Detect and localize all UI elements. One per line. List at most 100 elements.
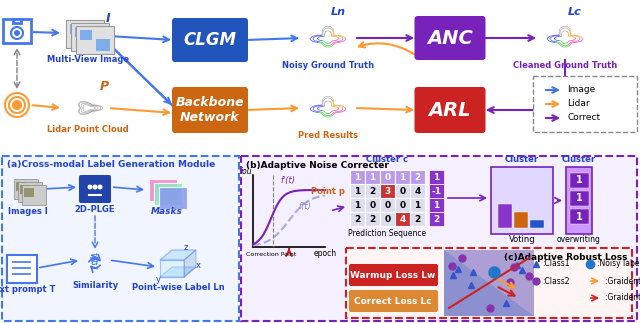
Circle shape	[13, 101, 21, 109]
Text: iou: iou	[241, 168, 253, 176]
Text: ANC: ANC	[427, 28, 473, 47]
FancyBboxPatch shape	[172, 87, 248, 133]
Text: Voting: Voting	[509, 235, 535, 245]
FancyBboxPatch shape	[13, 19, 21, 23]
Text: 1: 1	[355, 201, 360, 210]
Circle shape	[88, 184, 93, 190]
Text: Correct Loss Lc: Correct Loss Lc	[354, 297, 432, 306]
Text: 2: 2	[369, 214, 376, 224]
FancyBboxPatch shape	[349, 264, 438, 286]
FancyBboxPatch shape	[75, 27, 87, 37]
Text: 1: 1	[575, 212, 582, 222]
Circle shape	[93, 184, 97, 190]
Text: f'(t): f'(t)	[280, 176, 296, 185]
Text: Masks: Masks	[151, 206, 183, 215]
Text: P: P	[99, 79, 109, 92]
Polygon shape	[160, 250, 196, 260]
Text: Point-wise Label Ln: Point-wise Label Ln	[132, 284, 224, 293]
FancyBboxPatch shape	[395, 212, 410, 226]
Text: 2: 2	[433, 214, 440, 224]
Circle shape	[14, 30, 20, 36]
Text: :Class1: :Class1	[542, 259, 570, 268]
Text: (b)Adaptive Noise Correcter: (b)Adaptive Noise Correcter	[246, 161, 389, 170]
FancyBboxPatch shape	[570, 172, 589, 187]
Text: Lidar Point Cloud: Lidar Point Cloud	[47, 126, 129, 134]
FancyBboxPatch shape	[514, 212, 528, 228]
Text: Image: Image	[567, 86, 595, 95]
Text: 4: 4	[414, 186, 420, 195]
Text: 1: 1	[355, 186, 360, 195]
Text: I: I	[106, 12, 110, 25]
Text: $\vec{a}$: $\vec{a}$	[90, 253, 100, 269]
Text: 2D-PLGE: 2D-PLGE	[75, 204, 115, 214]
FancyBboxPatch shape	[365, 170, 380, 184]
FancyBboxPatch shape	[350, 212, 365, 226]
FancyBboxPatch shape	[380, 170, 395, 184]
Text: 1: 1	[433, 201, 440, 210]
Text: 0: 0	[385, 172, 390, 182]
FancyBboxPatch shape	[79, 175, 111, 203]
Text: 2: 2	[414, 214, 420, 224]
Text: Images I: Images I	[8, 206, 48, 215]
FancyBboxPatch shape	[395, 184, 410, 198]
Circle shape	[97, 184, 102, 190]
FancyBboxPatch shape	[22, 185, 46, 205]
FancyBboxPatch shape	[80, 30, 92, 40]
Text: 1: 1	[575, 175, 582, 185]
FancyBboxPatch shape	[346, 248, 632, 318]
FancyBboxPatch shape	[149, 179, 177, 201]
Text: Lidar: Lidar	[567, 99, 589, 109]
Text: Text prompt T: Text prompt T	[0, 285, 55, 294]
FancyBboxPatch shape	[350, 170, 365, 184]
FancyBboxPatch shape	[429, 212, 444, 226]
Text: Cluster c: Cluster c	[367, 154, 408, 163]
Text: Correct: Correct	[567, 113, 600, 122]
Text: y: y	[156, 276, 161, 285]
FancyBboxPatch shape	[76, 26, 114, 54]
FancyBboxPatch shape	[380, 184, 395, 198]
FancyBboxPatch shape	[159, 187, 187, 209]
Text: Cleaned Ground Truth: Cleaned Ground Truth	[513, 60, 617, 69]
Text: 1: 1	[355, 172, 360, 182]
FancyBboxPatch shape	[350, 198, 365, 212]
Text: Ln: Ln	[330, 7, 346, 17]
Text: 2: 2	[414, 172, 420, 182]
FancyBboxPatch shape	[410, 198, 425, 212]
Text: :Graident Lw: :Graident Lw	[605, 294, 640, 303]
FancyBboxPatch shape	[498, 204, 512, 228]
Text: 1: 1	[575, 193, 582, 203]
Circle shape	[11, 27, 23, 39]
Polygon shape	[444, 250, 534, 316]
FancyBboxPatch shape	[70, 24, 82, 34]
Text: 2: 2	[355, 214, 360, 224]
FancyBboxPatch shape	[380, 198, 395, 212]
Text: (c)Adaptive Robust Loss: (c)Adaptive Robust Loss	[504, 253, 628, 262]
Text: x: x	[195, 262, 200, 270]
FancyBboxPatch shape	[2, 156, 239, 321]
FancyBboxPatch shape	[14, 179, 38, 199]
FancyBboxPatch shape	[429, 184, 444, 198]
FancyBboxPatch shape	[429, 198, 444, 212]
Text: 1: 1	[414, 201, 420, 210]
Text: Multi-View Image: Multi-View Image	[47, 56, 129, 65]
FancyBboxPatch shape	[365, 212, 380, 226]
FancyBboxPatch shape	[365, 184, 380, 198]
FancyBboxPatch shape	[7, 255, 37, 283]
Text: 1: 1	[399, 172, 406, 182]
FancyBboxPatch shape	[71, 23, 109, 51]
Text: 2: 2	[369, 186, 376, 195]
FancyBboxPatch shape	[20, 185, 30, 194]
FancyBboxPatch shape	[429, 170, 444, 184]
Text: 0: 0	[369, 201, 376, 210]
Text: Noisy Ground Truth: Noisy Ground Truth	[282, 60, 374, 69]
Polygon shape	[160, 260, 184, 277]
Text: overwriting: overwriting	[557, 235, 601, 245]
Text: Backbone
Network: Backbone Network	[176, 96, 244, 124]
FancyBboxPatch shape	[533, 76, 637, 132]
Text: 0: 0	[385, 201, 390, 210]
FancyBboxPatch shape	[18, 182, 42, 202]
Text: :Class2: :Class2	[542, 276, 570, 286]
Text: Cluster: Cluster	[505, 154, 539, 163]
Text: Lc: Lc	[568, 7, 582, 17]
Text: 0: 0	[399, 186, 406, 195]
